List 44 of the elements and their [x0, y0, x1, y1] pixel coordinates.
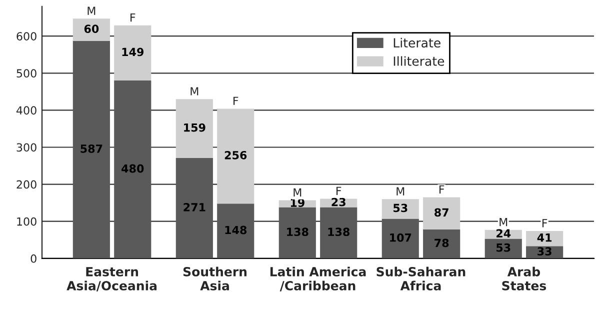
data-label: 41	[537, 234, 552, 242]
data-label: 24	[496, 229, 511, 238]
text: Latin America /Caribbean	[270, 266, 366, 292]
data-label: 23	[332, 198, 346, 206]
data-label: 256	[224, 150, 247, 160]
data-label: 87	[434, 208, 448, 217]
data-label: 138	[328, 228, 350, 236]
y-tick-label: 300	[16, 143, 36, 152]
text: Southern Asia	[183, 266, 246, 290]
x-tick-label: M	[500, 218, 508, 226]
data-label: 53	[496, 243, 510, 252]
text: Arab States	[502, 266, 546, 290]
y-tick-label: 400	[16, 106, 36, 115]
legend-label: Illiterate	[394, 56, 444, 66]
data-label: 159	[184, 123, 206, 132]
legend-label: Literate	[394, 38, 440, 48]
data-label: 148	[225, 226, 247, 234]
data-label: 480	[122, 164, 144, 173]
data-label: 60	[84, 24, 99, 34]
x-tick-label: F	[130, 13, 136, 22]
data-label: 19	[290, 198, 304, 207]
x-tick-label: M	[396, 187, 404, 196]
data-label: 107	[390, 233, 412, 242]
data-label: 271	[184, 203, 206, 212]
data-label: 53	[394, 204, 408, 212]
data-label: 78	[434, 238, 449, 248]
data-label: 33	[538, 247, 552, 256]
text: Sub-Saharan Africa	[376, 266, 466, 290]
x-tick-label: F	[336, 186, 342, 195]
x-tick-label: M	[190, 87, 198, 96]
x-tick-label: F	[542, 219, 548, 228]
x-tick-label: F	[234, 96, 238, 105]
data-label: 149	[122, 48, 144, 56]
text: Eastern Asia/Oceania	[66, 267, 157, 292]
x-tick-label: M	[88, 6, 96, 15]
y-tick-label: 0	[30, 254, 36, 263]
x-tick-label: M	[294, 188, 302, 196]
data-label: 138	[287, 228, 308, 236]
y-tick-label: 200	[16, 180, 36, 189]
data-label: 587	[80, 144, 102, 153]
y-tick-label: 600	[16, 32, 36, 40]
x-tick-label: F	[439, 185, 444, 194]
y-tick-label: 100	[17, 217, 36, 226]
y-tick-label: 500	[16, 69, 36, 78]
